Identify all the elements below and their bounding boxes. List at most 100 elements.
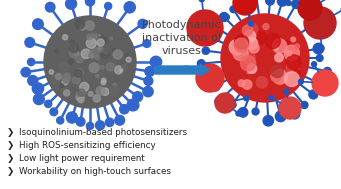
Circle shape [199, 0, 204, 2]
Circle shape [86, 122, 93, 129]
Circle shape [284, 89, 289, 94]
Circle shape [228, 101, 236, 108]
Circle shape [184, 66, 189, 71]
Circle shape [244, 30, 256, 42]
Circle shape [316, 55, 323, 61]
Circle shape [65, 0, 77, 9]
Circle shape [115, 66, 123, 74]
Circle shape [78, 89, 85, 96]
Circle shape [76, 117, 85, 126]
Circle shape [50, 75, 60, 84]
Circle shape [70, 44, 78, 53]
Circle shape [85, 21, 94, 30]
Circle shape [60, 84, 64, 87]
Circle shape [285, 50, 288, 53]
Circle shape [224, 15, 229, 20]
Circle shape [233, 0, 257, 15]
Circle shape [78, 97, 84, 103]
Circle shape [62, 74, 71, 83]
Circle shape [90, 53, 93, 56]
Circle shape [312, 16, 322, 26]
Circle shape [295, 44, 300, 49]
Circle shape [286, 1, 291, 5]
Circle shape [45, 2, 55, 12]
Circle shape [144, 77, 153, 85]
Circle shape [64, 73, 70, 78]
Circle shape [211, 36, 217, 43]
Circle shape [298, 79, 303, 84]
Circle shape [105, 118, 114, 127]
Circle shape [113, 48, 116, 52]
Circle shape [98, 47, 101, 50]
Circle shape [126, 57, 131, 62]
Circle shape [206, 73, 213, 80]
Circle shape [33, 94, 44, 105]
Circle shape [50, 108, 58, 116]
Circle shape [298, 0, 322, 20]
Circle shape [256, 77, 268, 88]
Circle shape [74, 70, 82, 77]
Circle shape [215, 98, 222, 105]
Circle shape [95, 121, 105, 130]
Circle shape [81, 89, 86, 95]
Circle shape [93, 95, 100, 102]
Circle shape [324, 67, 331, 75]
Circle shape [103, 39, 107, 43]
Circle shape [59, 62, 69, 71]
Circle shape [263, 36, 273, 46]
Circle shape [89, 63, 99, 73]
Circle shape [319, 46, 324, 51]
Circle shape [56, 73, 62, 79]
Circle shape [246, 37, 258, 50]
Circle shape [202, 47, 209, 54]
Circle shape [271, 65, 283, 77]
Circle shape [97, 35, 100, 38]
Circle shape [252, 108, 259, 115]
Circle shape [75, 19, 85, 29]
Circle shape [102, 88, 109, 95]
Circle shape [293, 70, 300, 77]
Text: Isoquinolinium-based photosensitizers: Isoquinolinium-based photosensitizers [19, 128, 187, 137]
Circle shape [55, 49, 59, 53]
Circle shape [238, 108, 248, 117]
Text: ❯: ❯ [7, 167, 14, 176]
Circle shape [150, 56, 162, 68]
Circle shape [32, 83, 44, 94]
Circle shape [143, 40, 151, 47]
Circle shape [49, 70, 54, 74]
Circle shape [98, 36, 106, 44]
Text: ❯: ❯ [7, 128, 14, 137]
Circle shape [21, 67, 30, 77]
Circle shape [265, 33, 280, 49]
Circle shape [75, 54, 84, 63]
Circle shape [230, 6, 237, 13]
Circle shape [90, 55, 93, 58]
Circle shape [249, 43, 259, 53]
Text: ❯: ❯ [7, 141, 14, 150]
Circle shape [45, 100, 52, 108]
Circle shape [115, 115, 124, 125]
Circle shape [145, 67, 154, 76]
Text: ❯: ❯ [7, 154, 14, 163]
Circle shape [138, 19, 147, 28]
Circle shape [213, 24, 220, 31]
Circle shape [234, 38, 248, 52]
Circle shape [278, 0, 287, 6]
Circle shape [236, 111, 241, 116]
FancyArrow shape [155, 64, 210, 76]
Circle shape [113, 83, 117, 87]
Circle shape [245, 23, 258, 36]
Text: Photodynamic
inactivation of
viruses: Photodynamic inactivation of viruses [142, 20, 222, 56]
Circle shape [275, 53, 283, 62]
Text: Low light power requirement: Low light power requirement [19, 154, 145, 163]
Circle shape [95, 74, 99, 77]
Circle shape [125, 53, 129, 57]
Circle shape [276, 111, 286, 122]
Circle shape [86, 38, 96, 48]
Circle shape [240, 0, 247, 2]
Circle shape [196, 64, 224, 92]
Circle shape [312, 70, 338, 96]
Circle shape [106, 63, 115, 71]
Circle shape [278, 40, 293, 55]
Circle shape [74, 51, 79, 56]
